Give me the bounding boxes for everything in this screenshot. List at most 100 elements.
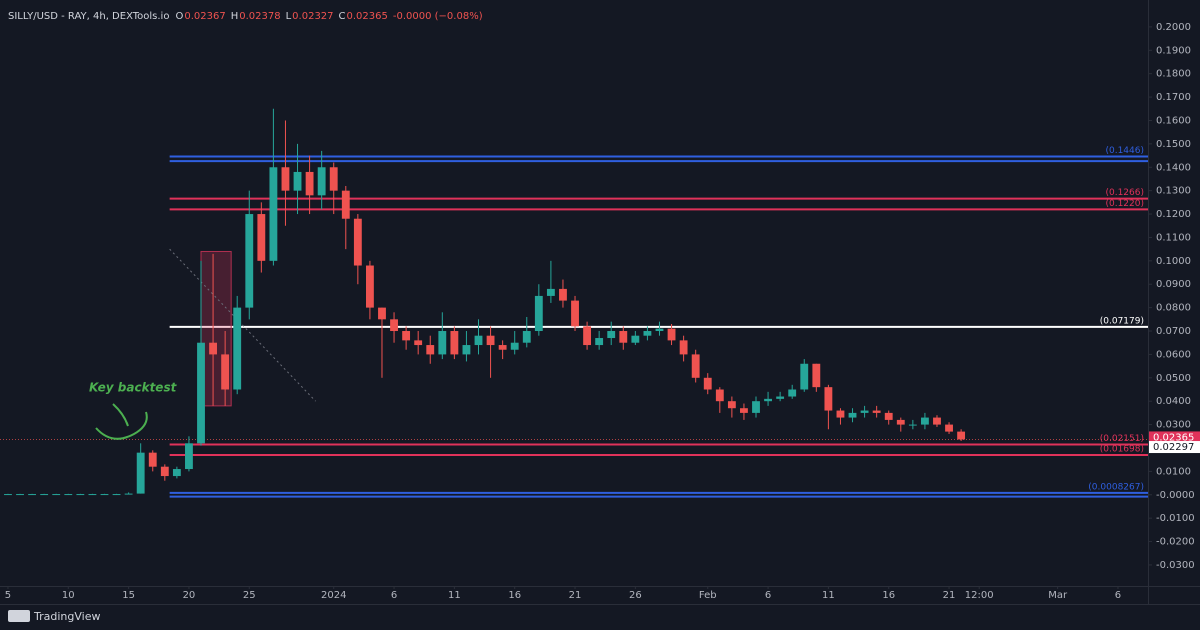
y-tick-label: 0.1200 <box>1156 209 1191 220</box>
candle-body <box>824 387 833 411</box>
candle-body <box>800 363 809 390</box>
x-tick-label: Mar <box>1048 590 1068 601</box>
candle-body <box>788 389 797 397</box>
x-tick-label: Feb <box>699 590 717 601</box>
x-tick-label: 25 <box>243 590 256 601</box>
candle-body <box>317 167 326 196</box>
candle-body <box>221 354 230 390</box>
x-tick-label: 21 <box>569 590 582 601</box>
y-tick-label: 0.0100 <box>1156 466 1191 477</box>
candle-body <box>945 424 953 432</box>
candle-body <box>583 326 592 346</box>
y-tick-label: 0.1700 <box>1156 92 1191 103</box>
y-tick-label: 0.1400 <box>1156 162 1191 173</box>
level-label: (0.02151) <box>1100 434 1144 444</box>
candle-body <box>329 167 338 191</box>
candle-body <box>498 345 507 350</box>
x-tick-label: 6 <box>391 590 397 601</box>
candle-body <box>631 335 640 343</box>
price-badge-label: 0.02365 <box>1153 432 1194 443</box>
candle-body <box>365 265 374 308</box>
candle-body <box>764 398 772 402</box>
ohlc-value: -0.0000 (−0.08%) <box>393 11 483 22</box>
brand: TradingView <box>33 610 100 623</box>
candle-body <box>172 469 181 477</box>
level-label: (0.07179) <box>1100 316 1144 326</box>
candle-body <box>40 494 49 496</box>
candle-body <box>209 342 217 355</box>
y-tick-label: -0.0200 <box>1156 537 1195 548</box>
candle-body <box>197 342 205 444</box>
y-tick-label: 0.0800 <box>1156 303 1191 314</box>
x-tick-label: 16 <box>882 590 895 601</box>
candle-body <box>752 401 760 413</box>
candle-body <box>933 417 941 425</box>
trendline <box>169 248 316 402</box>
candle-body <box>233 307 242 390</box>
candle-body <box>896 419 905 425</box>
candle-body <box>305 171 314 196</box>
candle-body <box>908 424 917 426</box>
candle-body <box>462 345 471 355</box>
y-tick-label: 0.1900 <box>1156 45 1191 56</box>
candle-body <box>124 493 133 495</box>
x-tick-label: 2024 <box>321 590 346 601</box>
y-tick-label: 0.1000 <box>1156 256 1191 267</box>
candle-body <box>884 412 893 420</box>
y-tick-label: 0.2000 <box>1156 22 1191 33</box>
price-badge <box>1149 441 1200 454</box>
brand-logo <box>8 610 30 622</box>
x-tick-label: 20 <box>183 590 196 601</box>
ohlc-value: 0.02327 <box>292 11 333 22</box>
ohlc-label: L <box>286 11 292 22</box>
level-label: (0.01698) <box>1100 445 1144 455</box>
candle-body <box>293 171 302 191</box>
candle-body <box>245 214 254 308</box>
candle-body <box>281 167 290 191</box>
x-tick-label: 11 <box>448 590 461 601</box>
candle-body <box>185 443 193 470</box>
candle-body <box>836 410 845 418</box>
x-tick-label: 5 <box>5 590 11 601</box>
price-badge-label: 0.02297 <box>1153 442 1194 453</box>
candle-body <box>920 417 929 425</box>
candle-body <box>534 295 543 332</box>
candle-body <box>679 340 688 355</box>
candle-body <box>546 288 555 296</box>
candle-body <box>571 300 579 327</box>
price-badge <box>1149 431 1200 444</box>
candle-body <box>4 494 12 496</box>
x-tick-label: 21 <box>943 590 956 601</box>
x-tick-label: 16 <box>508 590 521 601</box>
candle-body <box>740 408 748 413</box>
candle-body <box>112 494 121 496</box>
candle-body <box>872 410 881 413</box>
symbol: SILLY/USD - RAY, 4h, DEXTools.io <box>8 11 169 22</box>
candle-body <box>667 328 676 341</box>
x-tick-label: 6 <box>1115 590 1121 601</box>
candle-body <box>486 335 495 346</box>
legend-header: SILLY/USD - RAY, 4h, DEXTools.io <box>8 11 169 22</box>
candle-body <box>522 331 531 343</box>
y-tick-label: 0.0500 <box>1156 373 1191 384</box>
y-tick-label: 0.1500 <box>1156 139 1191 150</box>
candle-body <box>76 494 85 496</box>
y-tick-label: 0.1100 <box>1156 232 1191 243</box>
y-tick-label: 0.1600 <box>1156 115 1191 126</box>
ohlc-label: C <box>339 11 346 22</box>
annotation-curve <box>95 411 148 440</box>
level-label: (0.1266) <box>1105 188 1144 198</box>
candle-body <box>860 410 869 413</box>
y-tick-label: 0.0700 <box>1156 326 1191 337</box>
ohlc-label: O <box>175 11 183 22</box>
candle-body <box>438 331 447 355</box>
y-tick-label: 0.0600 <box>1156 349 1191 360</box>
candle-body <box>16 494 24 496</box>
annotation-stroke <box>112 403 129 427</box>
candle-body <box>510 342 519 350</box>
candle-body <box>607 331 616 339</box>
candle-body <box>353 218 362 266</box>
candle-body <box>727 401 736 409</box>
